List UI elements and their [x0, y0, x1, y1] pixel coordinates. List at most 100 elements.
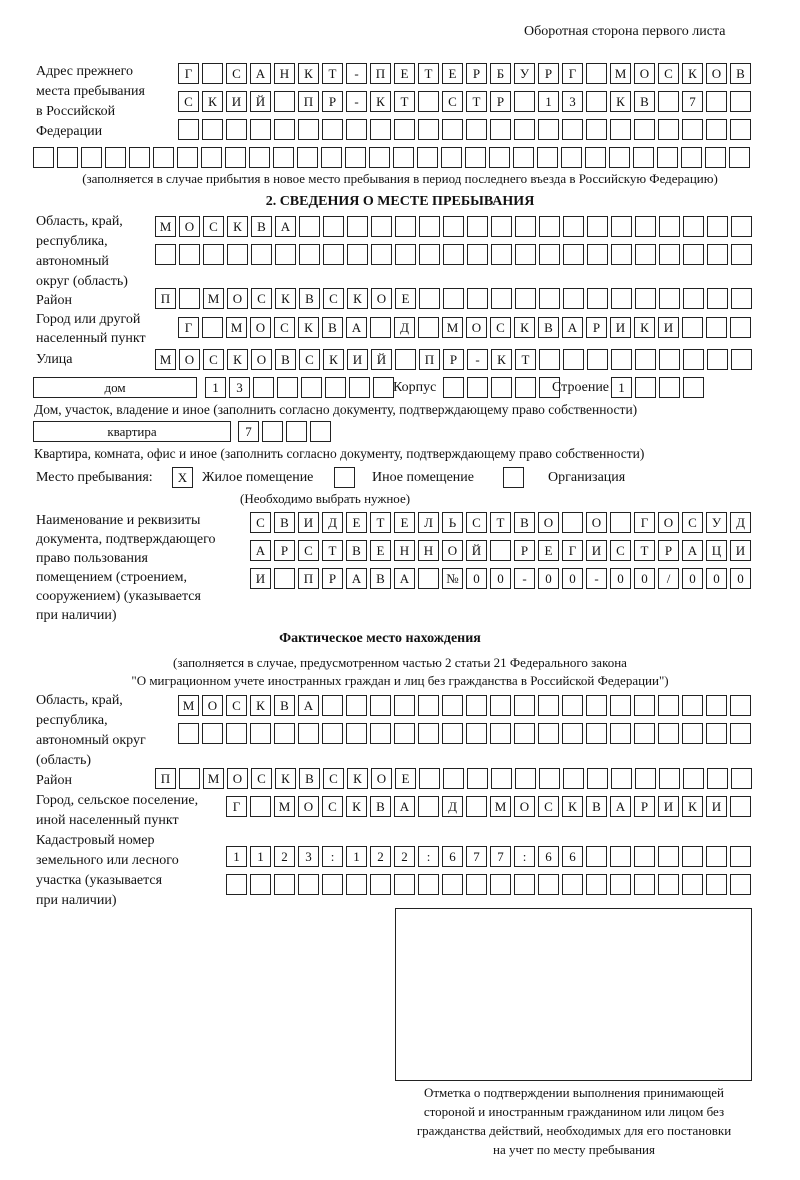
char-cell[interactable]: Т [394, 91, 415, 112]
char-cell[interactable] [587, 216, 608, 237]
char-cell[interactable] [490, 695, 511, 716]
char-cell[interactable]: 7 [490, 846, 511, 867]
char-cell[interactable] [587, 768, 608, 789]
char-cell[interactable] [441, 147, 462, 168]
char-cell[interactable] [682, 723, 703, 744]
char-cell[interactable]: Т [490, 512, 511, 533]
char-cell[interactable] [467, 768, 488, 789]
char-cell[interactable] [250, 874, 271, 895]
char-cell[interactable]: Е [395, 288, 416, 309]
actual-region-row-2[interactable] [178, 723, 751, 744]
char-cell[interactable]: И [658, 796, 679, 817]
char-cell[interactable] [277, 377, 298, 398]
char-cell[interactable] [310, 421, 331, 442]
char-cell[interactable]: Т [370, 512, 391, 533]
char-cell[interactable]: Г [562, 540, 583, 561]
char-cell[interactable] [325, 377, 346, 398]
char-cell[interactable] [658, 846, 679, 867]
region-row-2[interactable] [155, 244, 752, 265]
char-cell[interactable]: А [346, 317, 367, 338]
char-cell[interactable] [635, 768, 656, 789]
char-cell[interactable] [347, 244, 368, 265]
char-cell[interactable] [443, 377, 464, 398]
char-cell[interactable] [658, 723, 679, 744]
house-type-field[interactable]: дом [33, 377, 197, 398]
char-cell[interactable] [299, 244, 320, 265]
char-cell[interactable] [274, 568, 295, 589]
char-cell[interactable]: 0 [706, 568, 727, 589]
char-cell[interactable]: В [299, 768, 320, 789]
char-cell[interactable] [373, 377, 394, 398]
char-cell[interactable] [707, 216, 728, 237]
char-cell[interactable] [585, 147, 606, 168]
char-cell[interactable]: : [514, 846, 535, 867]
char-cell[interactable] [659, 288, 680, 309]
char-cell[interactable]: В [299, 288, 320, 309]
korpus-row[interactable] [443, 377, 560, 398]
char-cell[interactable] [514, 119, 535, 140]
char-cell[interactable] [514, 91, 535, 112]
char-cell[interactable] [538, 695, 559, 716]
char-cell[interactable] [250, 723, 271, 744]
char-cell[interactable] [322, 723, 343, 744]
char-cell[interactable] [419, 768, 440, 789]
char-cell[interactable] [443, 244, 464, 265]
char-cell[interactable]: : [418, 846, 439, 867]
char-cell[interactable] [443, 216, 464, 237]
char-cell[interactable] [515, 244, 536, 265]
char-cell[interactable] [514, 723, 535, 744]
char-cell[interactable] [370, 874, 391, 895]
char-cell[interactable] [394, 695, 415, 716]
char-cell[interactable] [706, 874, 727, 895]
char-cell[interactable]: Д [394, 317, 415, 338]
char-cell[interactable] [105, 147, 126, 168]
char-cell[interactable]: 2 [370, 846, 391, 867]
char-cell[interactable] [491, 377, 512, 398]
char-cell[interactable] [466, 723, 487, 744]
char-cell[interactable]: К [610, 91, 631, 112]
char-cell[interactable] [467, 216, 488, 237]
char-cell[interactable]: С [298, 540, 319, 561]
char-cell[interactable] [539, 244, 560, 265]
char-cell[interactable]: О [179, 216, 200, 237]
char-cell[interactable]: Р [322, 568, 343, 589]
char-cell[interactable] [683, 244, 704, 265]
char-cell[interactable] [611, 768, 632, 789]
char-cell[interactable]: С [250, 512, 271, 533]
char-cell[interactable] [179, 244, 200, 265]
char-cell[interactable]: П [155, 768, 176, 789]
char-cell[interactable]: М [203, 288, 224, 309]
char-cell[interactable] [274, 723, 295, 744]
char-cell[interactable]: И [250, 568, 271, 589]
char-cell[interactable] [418, 874, 439, 895]
char-cell[interactable]: 1 [226, 846, 247, 867]
doc-row-3[interactable]: И П Р А В А № 0 0-0 0-0 0/0 0 0 [250, 568, 751, 589]
char-cell[interactable] [561, 147, 582, 168]
char-cell[interactable] [609, 147, 630, 168]
char-cell[interactable]: № [442, 568, 463, 589]
char-cell[interactable]: А [610, 796, 631, 817]
char-cell[interactable] [394, 874, 415, 895]
char-cell[interactable]: М [203, 768, 224, 789]
char-cell[interactable]: Т [322, 63, 343, 84]
char-cell[interactable] [513, 147, 534, 168]
char-cell[interactable]: О [706, 63, 727, 84]
char-cell[interactable]: Е [346, 512, 367, 533]
char-cell[interactable]: Р [466, 63, 487, 84]
char-cell[interactable]: И [610, 317, 631, 338]
char-cell[interactable] [587, 349, 608, 370]
char-cell[interactable]: И [586, 540, 607, 561]
char-cell[interactable] [635, 349, 656, 370]
char-cell[interactable] [129, 147, 150, 168]
char-cell[interactable] [730, 796, 751, 817]
char-cell[interactable]: Г [562, 63, 583, 84]
char-cell[interactable]: А [298, 695, 319, 716]
char-cell[interactable] [682, 119, 703, 140]
char-cell[interactable] [418, 317, 439, 338]
char-cell[interactable]: - [586, 568, 607, 589]
cadastre-row-2[interactable] [226, 874, 751, 895]
char-cell[interactable] [537, 147, 558, 168]
char-cell[interactable] [250, 119, 271, 140]
